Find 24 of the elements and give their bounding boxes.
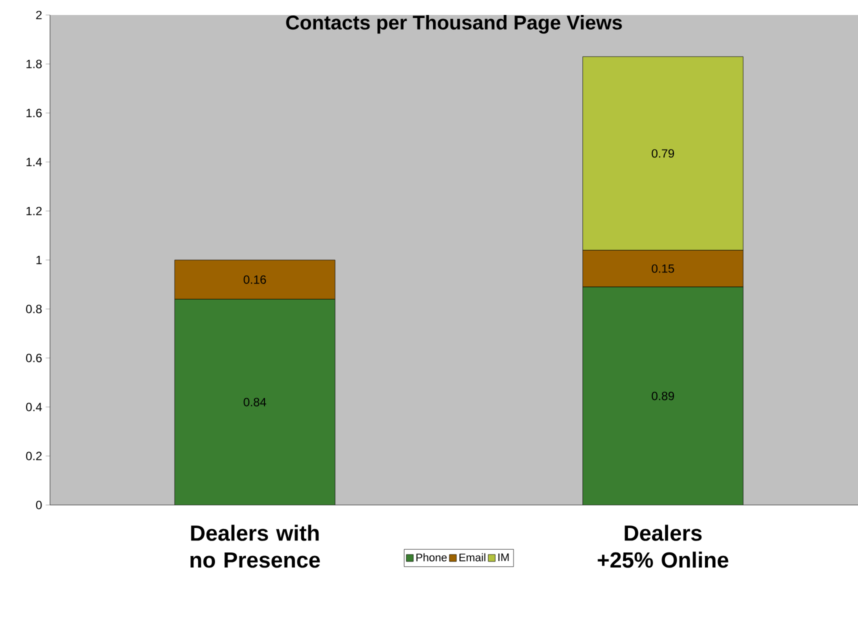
legend-label: IM [498,553,509,562]
y-tick-label: 0.2 [26,452,42,460]
data-label: 0.79 [652,149,674,158]
x-tick-label: Dealers +25% Online [598,524,728,568]
data-label: 0.84 [244,398,266,406]
y-tick-label: 2 [36,10,42,20]
chart-title: Contacts per Thousand Page Views [286,14,622,34]
y-tick-label: 1.4 [26,158,42,166]
data-label: 0.89 [652,392,674,400]
y-tick-label: 0.6 [26,354,42,362]
y-tick-label: 1.6 [26,108,42,118]
legend-label: Email [460,553,486,562]
y-tick-label: 0.8 [26,304,42,314]
y-tick-label: 1.2 [26,206,42,216]
y-tick-label: 0.4 [26,402,42,412]
x-tick-label: Dealers with no Presence [190,524,320,568]
y-tick-label: 0 [36,500,42,510]
data-label: 0.15 [652,264,674,273]
data-label: 0.16 [244,275,266,284]
y-tick-label: 1.8 [26,60,42,68]
bar [582,286,744,505]
legend-label: Phone [416,553,447,562]
bar [174,299,336,505]
y-tick-label: 1 [36,256,42,264]
